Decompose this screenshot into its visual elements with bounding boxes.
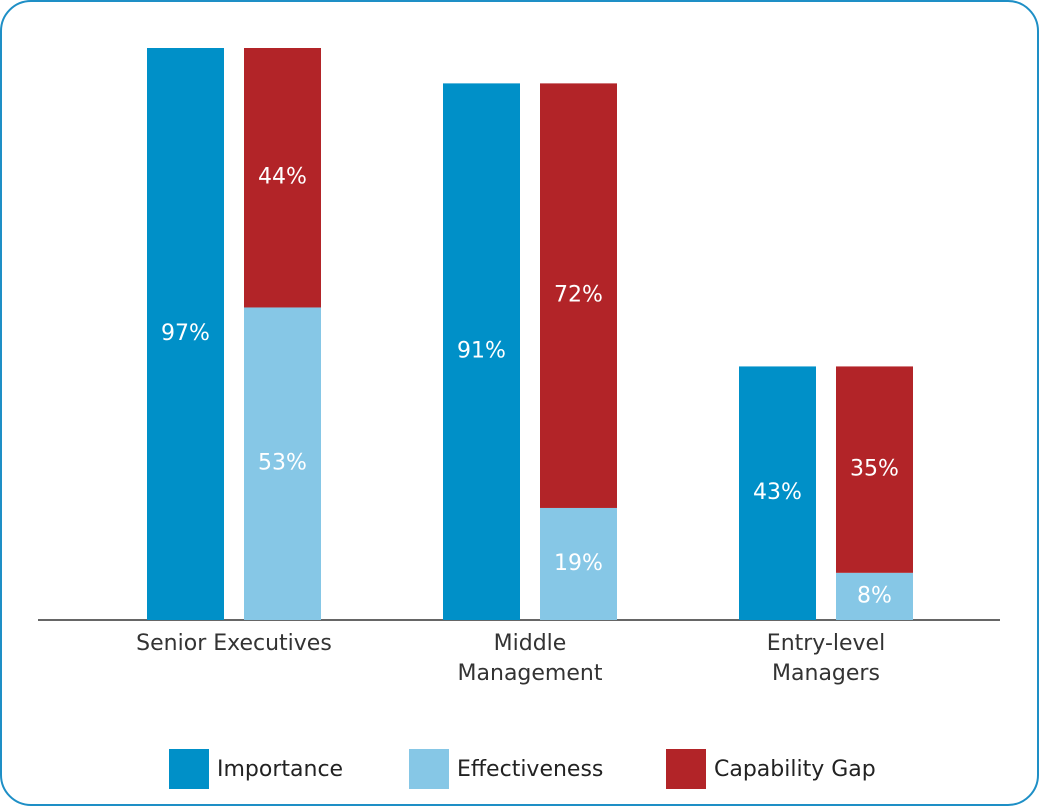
- bar: [540, 83, 617, 508]
- bar: [147, 48, 224, 620]
- value-label: 43%: [753, 480, 802, 505]
- legend-label: Capability Gap: [714, 757, 876, 782]
- legend-swatch: [169, 749, 209, 789]
- bar: [739, 366, 816, 620]
- bar: [244, 48, 321, 308]
- value-label: 97%: [161, 321, 210, 346]
- legend-swatch: [409, 749, 449, 789]
- legend-label: Effectiveness: [457, 757, 603, 782]
- x-tick-label: Senior Executives: [136, 631, 332, 656]
- value-label: 72%: [554, 283, 603, 308]
- value-label: 44%: [258, 165, 307, 190]
- legend-label: Importance: [217, 757, 343, 782]
- bar: [540, 507, 617, 620]
- x-tick-label: Entry-level Managers: [767, 631, 885, 686]
- value-label: 8%: [857, 583, 892, 608]
- value-label: 35%: [850, 457, 899, 482]
- bar: [836, 572, 913, 620]
- value-label: 53%: [258, 451, 307, 476]
- bar: [836, 366, 913, 573]
- bar: [244, 307, 321, 620]
- value-label: 19%: [554, 551, 603, 576]
- x-tick-label: Middle Management: [458, 631, 603, 686]
- value-label: 91%: [457, 339, 506, 364]
- bar: [443, 83, 520, 620]
- legend-swatch: [666, 749, 706, 789]
